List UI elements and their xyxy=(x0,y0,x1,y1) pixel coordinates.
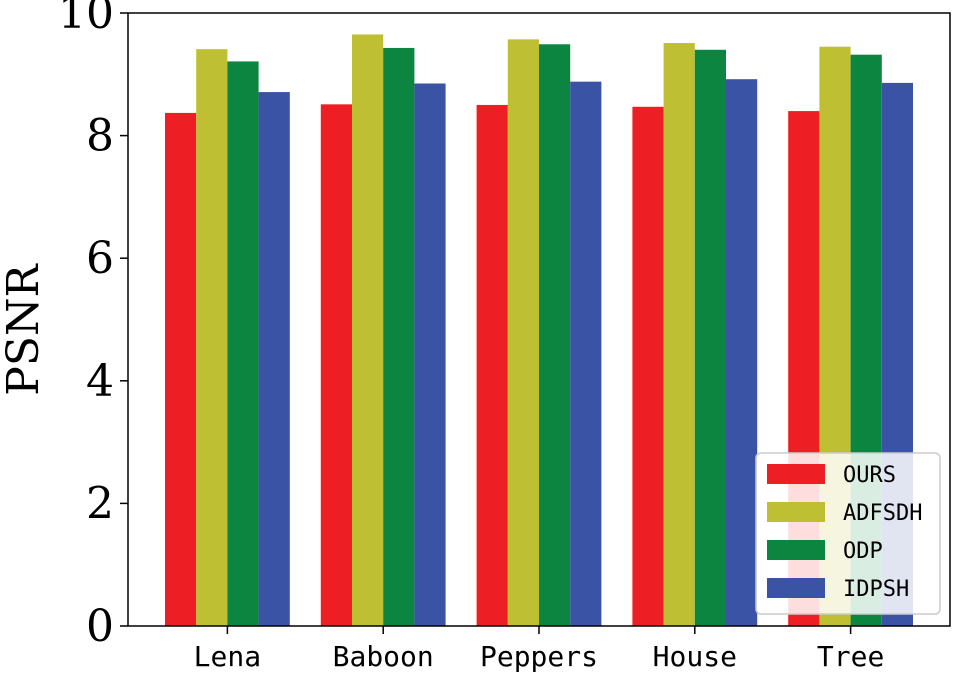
y-tick-label: 8 xyxy=(86,111,114,162)
bar-adfsdh-baboon xyxy=(352,34,384,626)
x-tick-label: Baboon xyxy=(333,640,434,673)
legend: OURS ADFSDH ODP IDPSH xyxy=(755,452,941,615)
y-tick-label: 2 xyxy=(86,478,114,529)
x-axis: Lena Baboon Peppers House Tree xyxy=(194,626,884,673)
bar-ours-peppers xyxy=(476,104,508,626)
y-tick-label: 6 xyxy=(86,233,114,284)
y-tick-label: 4 xyxy=(86,356,114,407)
bar-idpsh-house xyxy=(726,79,758,627)
bar-ours-baboon xyxy=(320,104,352,627)
bar-adfsdh-house xyxy=(663,43,695,627)
bar-ours-house xyxy=(632,106,664,626)
x-tick-label: Peppers xyxy=(480,640,598,673)
legend-swatch-ours xyxy=(767,464,825,484)
bar-ours-lena xyxy=(165,112,197,626)
bar-idpsh-baboon xyxy=(414,83,446,627)
bar-odp-house xyxy=(694,49,726,626)
legend-label-ours: OURS xyxy=(843,463,896,488)
bar-adfsdh-peppers xyxy=(507,39,539,626)
bar-idpsh-lena xyxy=(258,92,290,626)
y-tick-label: 10 xyxy=(58,0,114,39)
legend-swatch-adfsdh xyxy=(767,502,825,522)
bar-odp-lena xyxy=(227,61,259,626)
legend-label-adfsdh: ADFSDH xyxy=(843,501,922,526)
bar-odp-baboon xyxy=(383,47,415,627)
y-axis: 0 2 4 6 8 10 xyxy=(58,0,128,652)
y-tick-label: 0 xyxy=(86,601,114,652)
legend-box xyxy=(755,452,941,615)
legend-swatch-idpsh xyxy=(767,578,825,598)
bar-idpsh-peppers xyxy=(570,81,602,626)
bar-adfsdh-lena xyxy=(196,49,228,627)
bar-odp-peppers xyxy=(539,44,571,626)
legend-swatch-odp xyxy=(767,540,825,560)
y-axis-label: PSNR xyxy=(0,262,49,395)
x-tick-label: House xyxy=(653,640,737,673)
bars-layer xyxy=(165,34,913,627)
legend-label-idpsh: IDPSH xyxy=(843,577,909,602)
x-tick-label: Tree xyxy=(817,640,884,673)
x-tick-label: Lena xyxy=(194,640,261,673)
legend-label-odp: ODP xyxy=(843,539,883,564)
